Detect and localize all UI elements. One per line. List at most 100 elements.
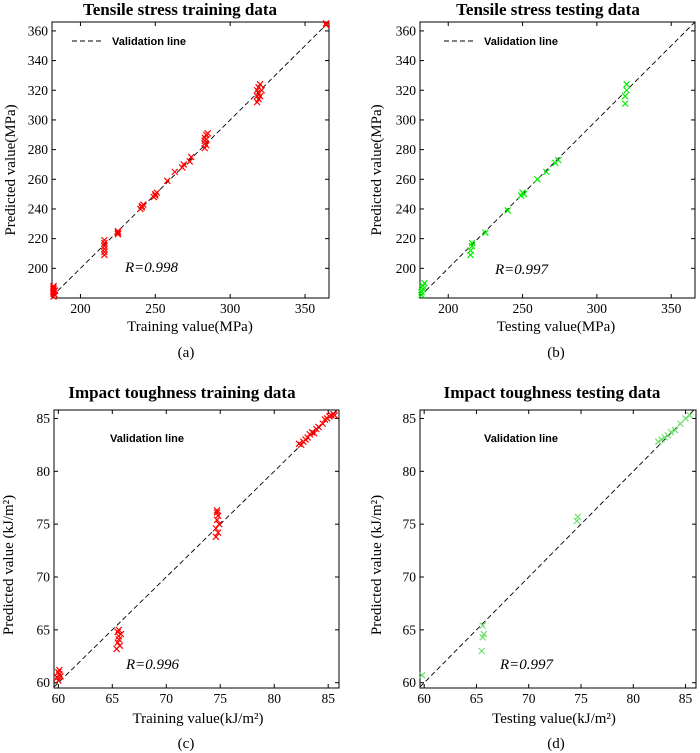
data-point-c [117, 630, 125, 638]
ytick-label-a: 240 [28, 201, 49, 216]
data-point-a [100, 236, 108, 244]
data-point-c [213, 516, 221, 524]
xtick-label-d: 75 [574, 691, 588, 706]
data-point-d [671, 426, 679, 434]
data-point-d [654, 438, 662, 446]
xtick-label-b: 300 [587, 301, 608, 316]
data-point-b [481, 229, 489, 237]
data-point-b [419, 285, 427, 293]
ytick-label-d: 75 [403, 517, 417, 532]
panel-label-c: (c) [178, 736, 195, 752]
data-point-b [504, 207, 512, 214]
ytick-label-d: 60 [403, 675, 417, 690]
xlabel-c-text: Training value(kJ/m²) [132, 711, 263, 727]
ytick-label-a: 280 [28, 142, 49, 157]
data-point-a [100, 239, 108, 247]
data-point-c [213, 506, 221, 514]
data-point-d [667, 428, 675, 436]
panel-label-d: (d) [547, 736, 565, 752]
ytick-label-d: 65 [403, 622, 417, 637]
xtick-label-b: 200 [438, 301, 459, 316]
ytick-label-b: 280 [396, 142, 417, 157]
ytick-label-a: 200 [28, 261, 49, 276]
data-point-b [468, 242, 476, 250]
xtick-label-a: 200 [70, 301, 91, 316]
data-point-b [418, 291, 425, 299]
data-point-b [623, 86, 631, 94]
legend-label-c: Validation line [110, 433, 184, 445]
data-point-a [322, 20, 330, 27]
xtick-label-d: 70 [522, 691, 536, 706]
data-point-a [202, 141, 210, 149]
r-annotation-c: R=0.996 [125, 657, 180, 673]
ytick-label-a: 320 [28, 83, 49, 98]
r-annotation-a: R=0.998 [124, 260, 179, 276]
data-point-a [256, 80, 264, 88]
data-point-a [139, 201, 147, 208]
data-point-c [214, 512, 222, 520]
data-point-a [204, 129, 212, 137]
panel-label-a: (a) [178, 345, 195, 361]
data-point-c [328, 411, 335, 419]
data-point-b [621, 92, 629, 100]
ytick-label-a: 360 [28, 23, 49, 38]
ytick-label-b: 360 [396, 23, 417, 38]
xlabel-b: Testing value(MPa) [497, 319, 616, 335]
data-point-d [686, 411, 694, 419]
xtick-label-b: 350 [661, 301, 682, 316]
data-point-c [114, 628, 122, 636]
xlabel-d-text: Testing value(kJ/m²) [492, 711, 616, 727]
title-c: Impact toughness training data [68, 383, 296, 402]
data-point-a [171, 168, 179, 176]
validation-line-d [419, 409, 695, 688]
data-point-a [51, 287, 59, 295]
data-point-a [153, 189, 161, 197]
xtick-label-b: 250 [512, 301, 533, 316]
xtick-label-c: 65 [106, 691, 120, 706]
ytick-label-b: 300 [396, 112, 417, 127]
xtick-label-c: 80 [267, 691, 281, 706]
data-point-c [304, 434, 312, 441]
ytick-label-a: 260 [28, 172, 49, 187]
ytick-label-b: 260 [396, 172, 417, 187]
data-point-c [315, 423, 322, 431]
data-point-b [467, 247, 474, 254]
legend-label-b: Validation line [484, 36, 558, 48]
data-point-d [682, 415, 689, 422]
ytick-label-c: 60 [37, 675, 51, 690]
xtick-label-d: 60 [417, 691, 431, 706]
data-point-b [534, 175, 541, 183]
ytick-label-d: 70 [403, 570, 417, 585]
panel-label-b: (b) [547, 345, 565, 361]
data-point-a [258, 86, 266, 94]
data-point-d [661, 434, 669, 441]
xtick-label-c: 60 [52, 691, 66, 706]
xtick-label-a: 250 [145, 301, 166, 316]
data-point-c [116, 642, 124, 650]
data-point-a [100, 245, 108, 253]
data-point-b [520, 190, 528, 198]
data-point-c [55, 666, 63, 674]
data-point-b [468, 239, 476, 247]
ytick-label-d: 80 [403, 464, 417, 479]
ytick-label-b: 220 [396, 231, 417, 246]
data-point-c [212, 533, 220, 541]
data-point-c [115, 635, 123, 643]
data-point-d [478, 647, 486, 655]
xtick-label-c: 75 [214, 691, 228, 706]
r-annotation-b: R=0.997 [494, 262, 550, 278]
data-point-a [100, 251, 108, 259]
legend-label-a: Validation line [112, 36, 186, 48]
xtick-label-d: 80 [627, 691, 641, 706]
ytick-label-b: 320 [396, 83, 417, 98]
ytick-label-c: 75 [37, 517, 51, 532]
title-d: Impact toughness testing data [444, 383, 661, 402]
data-point-d [479, 622, 487, 630]
ytick-label-b: 240 [396, 201, 417, 216]
ylabel-a: Predicted value(MPa) [3, 104, 19, 235]
ytick-label-a: 340 [28, 53, 49, 68]
panel-a: Tensile stress training data Training va… [3, 0, 330, 361]
data-point-a [100, 242, 108, 250]
xtick-label-d: 65 [470, 691, 484, 706]
data-point-a [322, 21, 330, 29]
